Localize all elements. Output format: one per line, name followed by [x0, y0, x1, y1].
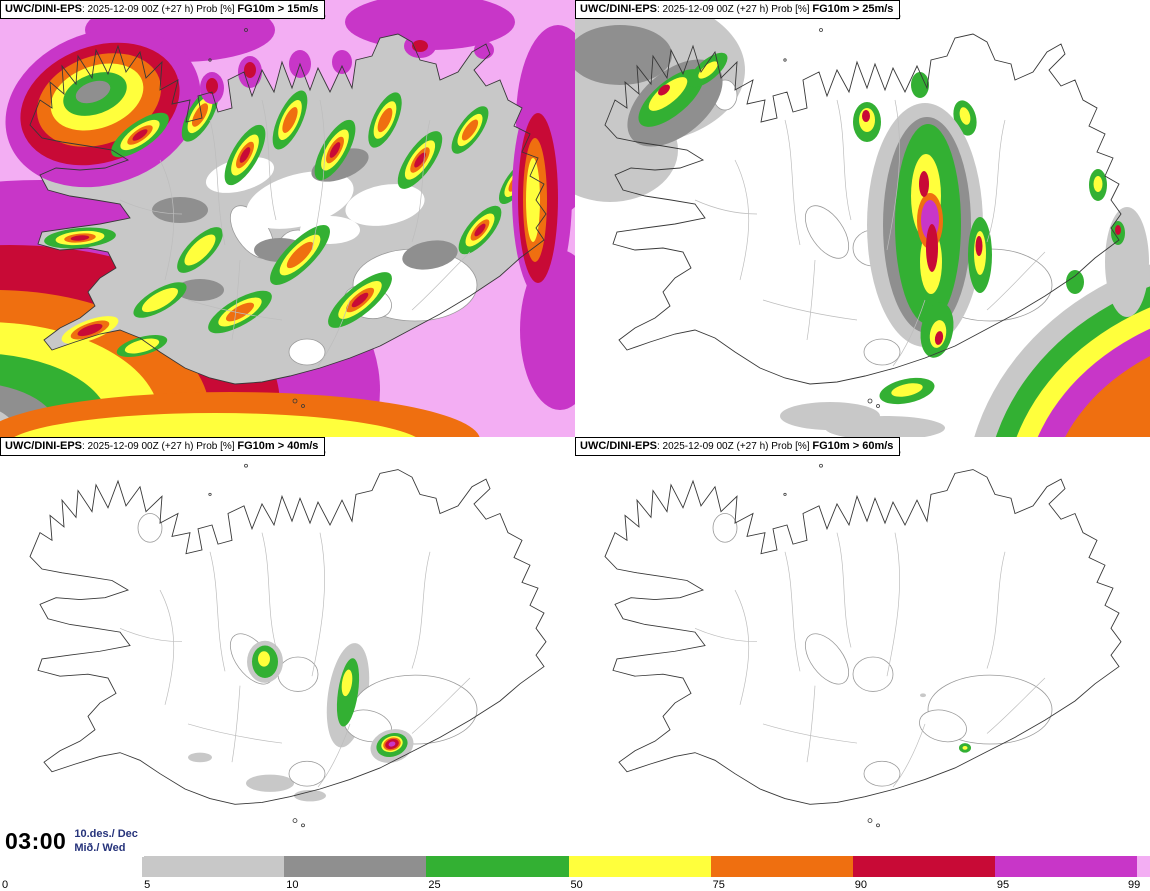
- panel-fg15: UWC/DINI-EPS: 2025-12-09 00Z (+27 h) Pro…: [0, 0, 575, 437]
- map-iceland-fg15: [0, 0, 575, 437]
- colorbar-tick-label: 90: [854, 879, 867, 891]
- run-info: : 2025-12-09 00Z (+27 h) Prob [%]: [82, 441, 238, 452]
- colorbar-segment: [0, 856, 143, 877]
- panel-fg40: UWC/DINI-EPS: 2025-12-09 00Z (+27 h) Pro…: [0, 437, 575, 855]
- colorbar-tick-label: 0: [2, 879, 9, 891]
- map-iceland-fg40: [0, 437, 575, 855]
- threshold-label: FG10m > 25m/s: [812, 3, 894, 15]
- panel-fg60: UWC/DINI-EPS: 2025-12-09 00Z (+27 h) Pro…: [575, 437, 1150, 855]
- model-name: UWC/DINI-EPS: [5, 440, 82, 452]
- coastline: [29, 33, 547, 385]
- colorbar-tick-label: 95: [996, 879, 1010, 891]
- colorbar-segment: [284, 856, 427, 877]
- run-info: : 2025-12-09 00Z (+27 h) Prob [%]: [82, 4, 238, 15]
- valid-date-block: 10.des./ Dec Mið./ Wed: [74, 827, 138, 856]
- colorbar-tick-label: 10: [286, 879, 299, 891]
- valid-date: 10.des./ Dec: [74, 828, 138, 840]
- probability-field: [575, 0, 1150, 437]
- coastline: [604, 33, 1122, 385]
- colorbar-tick-label: 50: [570, 879, 583, 891]
- valid-time-box: 03:00 10.des./ Dec Mið./ Wed: [3, 826, 144, 857]
- run-info: : 2025-12-09 00Z (+27 h) Prob [%]: [657, 4, 813, 15]
- coastline-layer: [29, 12, 547, 408]
- map-iceland-fg25: [575, 0, 1150, 437]
- coastline-layer: [604, 12, 1122, 408]
- colorbar-tick-label: 5: [144, 879, 151, 891]
- colorbar-segment: [426, 856, 569, 877]
- valid-weekday: Mið./ Wed: [74, 842, 126, 855]
- panel-title: UWC/DINI-EPS: 2025-12-09 00Z (+27 h) Pro…: [0, 437, 326, 457]
- valid-time: 03:00: [5, 827, 67, 854]
- model-name: UWC/DINI-EPS: [580, 3, 657, 15]
- colorbar-tick-label: 99: [1128, 879, 1141, 891]
- panel-title: UWC/DINI-EPS: 2025-12-09 00Z (+27 h) Pro…: [575, 437, 901, 457]
- coastline: [29, 469, 547, 805]
- colorbar-segment: [852, 856, 996, 877]
- colorbar-segment: [994, 856, 1138, 877]
- panel-title: UWC/DINI-EPS: 2025-12-09 00Z (+27 h) Pro…: [575, 0, 901, 20]
- coastline: [604, 469, 1122, 805]
- colorbar-segment: [710, 856, 854, 877]
- model-name: UWC/DINI-EPS: [580, 440, 657, 452]
- probability-field: [0, 437, 575, 855]
- probability-colorbar: 0 5 10 25 50 75 90 95 99: [0, 855, 1150, 891]
- threshold-label: FG10m > 60m/s: [812, 440, 894, 452]
- threshold-label: FG10m > 40m/s: [237, 440, 319, 452]
- colorbar-segment: [568, 856, 712, 877]
- panel-title: UWC/DINI-EPS: 2025-12-09 00Z (+27 h) Pro…: [0, 0, 326, 20]
- colorbar-tick-label: 25: [428, 879, 441, 891]
- probability-field: [575, 437, 1150, 855]
- model-name: UWC/DINI-EPS: [5, 3, 82, 15]
- coastline-layer: [29, 449, 547, 828]
- colorbar-tick-label: 75: [712, 879, 725, 891]
- colorbar-segment-overflow: [1137, 856, 1150, 877]
- panel-fg25: UWC/DINI-EPS: 2025-12-09 00Z (+27 h) Pro…: [575, 0, 1150, 437]
- threshold-label: FG10m > 15m/s: [237, 3, 319, 15]
- run-info: : 2025-12-09 00Z (+27 h) Prob [%]: [657, 441, 813, 452]
- colorbar-segment: [142, 856, 285, 877]
- map-iceland-fg60: [575, 437, 1150, 855]
- probability-field: [0, 0, 575, 437]
